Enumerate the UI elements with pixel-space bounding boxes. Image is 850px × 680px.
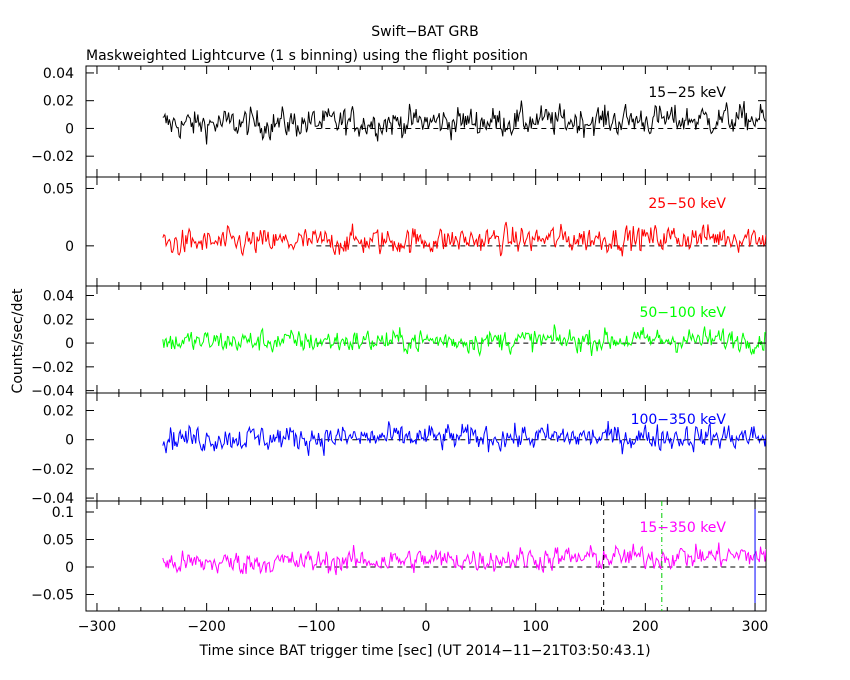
y-tick-label: 0.02 [43,404,74,420]
y-tick-label: 0 [65,336,74,352]
panel-5: −0.05 0 0.05 0.1 15−350 keV [31,500,767,612]
x-tick-label: −300 [78,619,116,635]
y-tick-label: −0.04 [31,384,74,400]
panel-frame [85,392,767,502]
panel-3: −0.04 −0.02 0 0.02 0.04 50−100 keV [31,285,767,400]
x-tick-label: 0 [422,619,431,635]
band-label: 15−350 keV [639,520,726,536]
y-tick-label: −0.02 [31,360,74,376]
panels: −0.02 0 0.02 0.04 15−25 keV 0 0.05 25−50 keV −0.… [31,65,769,635]
x-tick-label: 300 [742,619,769,635]
y-tick-label: 0 [65,560,74,576]
series-line [162,221,766,257]
y-tick-label: −0.02 [31,462,74,478]
band-label: 15−25 keV [648,85,726,101]
y-tick-label: −0.04 [31,491,74,507]
series-line [162,324,766,358]
band-label: 50−100 keV [639,305,726,321]
chart-title: Swift−BAT GRB [371,24,478,40]
chart-subtitle: Maskweighted Lightcurve (1 s binning) us… [86,48,528,64]
y-tick-label: 0.04 [43,66,74,82]
band-label: 25−50 keV [648,196,726,212]
y-tick-label: 0.02 [43,94,74,110]
x-tick-label: −100 [297,619,335,635]
x-tick-label: 200 [632,619,659,635]
series-line [162,100,766,145]
panel-frame [85,176,767,287]
y-tick-label: −0.05 [31,588,74,604]
y-tick-label: 0 [65,239,74,255]
series-line [162,542,766,576]
y-tick-label: 0.05 [43,181,74,197]
y-tick-label: 0 [65,121,74,137]
panel-1: −0.02 0 0.02 0.04 15−25 keV [31,65,767,178]
y-tick-label: −0.02 [31,149,74,165]
y-tick-label: 0.05 [43,533,74,549]
panel-2: 0 0.05 25−50 keV [43,176,767,287]
y-tick-label: 0.1 [52,505,74,521]
y-tick-label: 0.02 [43,312,74,328]
band-label: 100−350 keV [631,412,727,428]
y-tick-label: 0 [65,433,74,449]
y-axis-label: Counts/sec/det [10,288,26,393]
y-tick-label: 0.04 [43,289,74,305]
x-tick-label: 100 [522,619,549,635]
series-line [162,420,766,456]
panel-4: −0.04 −0.02 0 0.02 100−350 keV [31,392,767,507]
x-tick-label: −200 [187,619,225,635]
x-axis-label: Time since BAT trigger time [sec] (UT 20… [198,643,650,659]
